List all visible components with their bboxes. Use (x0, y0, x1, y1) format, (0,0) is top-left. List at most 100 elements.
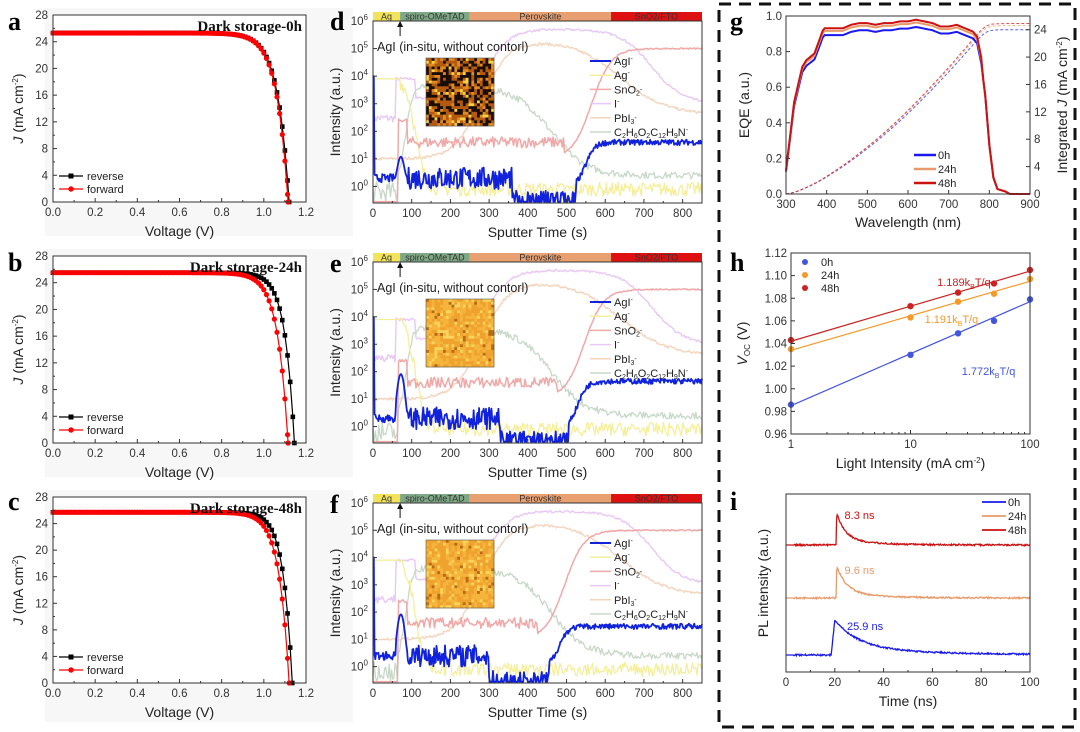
inset-pixel (440, 77, 444, 81)
inset-pixel (454, 591, 458, 595)
inset-pixel (460, 554, 464, 558)
data-point-forward (271, 549, 277, 555)
inset-pixel (465, 571, 469, 575)
y-tick-label: 1.00 (765, 384, 787, 396)
inset-pixel (451, 83, 455, 87)
inset-pixel (482, 94, 486, 98)
inset-pixel (474, 94, 478, 98)
y-tick-label: 106 (351, 13, 369, 28)
inset-pixel (482, 80, 486, 84)
inset-pixel (437, 593, 441, 597)
inset-pixel (479, 568, 483, 572)
inset-pixel (468, 542, 472, 546)
inset-pixel (491, 111, 495, 115)
inset-pixel (431, 327, 435, 331)
x-tick-label: 0.2 (87, 688, 103, 700)
inset-pixel (465, 559, 469, 563)
inset-pixel (454, 542, 458, 546)
inset-pixel (445, 97, 449, 101)
inset-pixel (482, 301, 486, 305)
x-tick-label: 0.2 (87, 448, 103, 460)
inset-pixel (485, 554, 489, 558)
inset-pixel (440, 310, 444, 314)
inset-pixel (451, 576, 455, 580)
inset-pixel (443, 307, 447, 311)
y-tick-label: 0.96 (765, 429, 787, 441)
inset-pixel (482, 344, 486, 348)
inset-pixel (482, 72, 486, 76)
inset-pixel (465, 576, 469, 580)
inset-pixel (431, 559, 435, 563)
data-point-0h (907, 351, 914, 359)
inset-pixel (443, 299, 447, 303)
inset-pixel (431, 361, 435, 365)
inset-pixel (434, 313, 438, 317)
inset-pixel (477, 574, 481, 578)
inset-pixel (428, 80, 432, 84)
inset-pixel (482, 109, 486, 113)
inset-pixel (488, 582, 492, 586)
inset-pixel (457, 571, 461, 575)
x-tick-label: 700 (634, 208, 653, 220)
inset-pixel (431, 599, 435, 603)
inset-pixel (488, 335, 492, 339)
inset-pixel (482, 77, 486, 81)
inset-pixel (479, 585, 483, 589)
inset-pixel (474, 605, 478, 609)
inset-pixel (474, 100, 478, 104)
inset-pixel (474, 358, 478, 362)
data-point-24h (907, 314, 914, 321)
inset-pixel (428, 574, 432, 578)
plot-frame (372, 20, 703, 204)
inset-pixel (443, 80, 447, 84)
inset-pixel (445, 60, 449, 64)
inset-pixel (428, 63, 432, 67)
inset-pixel (437, 588, 441, 592)
inset-pixel (428, 347, 432, 351)
data-point-forward (269, 540, 275, 546)
inset-pixel (428, 66, 432, 70)
inset-pixel (428, 324, 432, 328)
inset-pixel (474, 588, 478, 592)
inset-pixel (465, 605, 469, 609)
inset-pixel (445, 321, 449, 325)
inset-pixel (477, 60, 481, 64)
layer-label: Perovskite (519, 253, 561, 263)
inset-pixel (454, 582, 458, 586)
inset-pixel (451, 571, 455, 575)
data-point-reverse (277, 306, 282, 311)
inset-pixel (474, 335, 478, 339)
inset-pixel (437, 568, 441, 572)
inset-pixel (468, 574, 472, 578)
inset-pixel (482, 602, 486, 606)
inset-pixel (488, 92, 492, 96)
data-point-reverse (266, 523, 272, 528)
inset-pixel (434, 364, 438, 368)
inset-pixel (479, 69, 483, 73)
inset-pixel (434, 301, 438, 305)
inset-pixel (479, 316, 483, 320)
inset-pixel (440, 361, 444, 365)
inset-pixel (474, 77, 478, 81)
inset-pixel (445, 86, 449, 90)
inset-pixel (485, 321, 489, 325)
inset-pixel (437, 557, 441, 561)
inset-pixel (457, 111, 461, 115)
inset-pixel (454, 350, 458, 354)
inset-pixel (488, 106, 492, 110)
inset-pixel (426, 540, 430, 544)
inset-pixel (485, 602, 489, 606)
inset-pixel (431, 593, 435, 597)
inset-pixel (485, 77, 489, 81)
inset-pixel (434, 545, 438, 549)
x-axis-label: Light Intensity (mA cm-2) (836, 455, 986, 471)
inset-pixel (434, 548, 438, 552)
inset-pixel (485, 596, 489, 600)
inset-pixel (460, 599, 464, 603)
legend-label-SnO2-: SnO2- (614, 84, 643, 97)
y-tick-label: 105 (351, 281, 369, 296)
inset-pixel (443, 545, 447, 549)
inset-pixel (488, 103, 492, 107)
inset-pixel (437, 86, 441, 90)
inset-pixel (428, 548, 432, 552)
